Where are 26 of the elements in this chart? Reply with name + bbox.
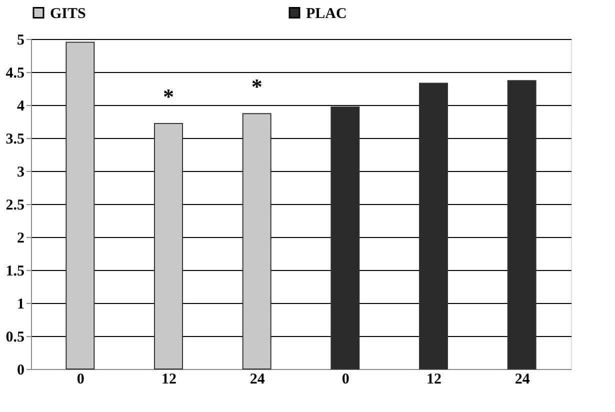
- bar: [66, 42, 95, 370]
- annotation: *: [163, 84, 174, 110]
- y-tick-label: 1.5: [6, 264, 24, 280]
- y-tick-label: 4.5: [6, 66, 24, 82]
- bar: [330, 106, 360, 370]
- y-tick-label: 5: [17, 32, 24, 48]
- bar: [242, 113, 272, 370]
- y-tick-label: 3.5: [6, 132, 24, 148]
- x-tick-label: 24: [250, 372, 266, 388]
- x-tick-label: 0: [342, 372, 350, 388]
- bar: [507, 80, 536, 370]
- x-tick-label: 12: [162, 372, 176, 388]
- x-tick-label: 12: [426, 372, 442, 388]
- y-tick-label: 3: [17, 164, 24, 180]
- x-tick-label: 24: [514, 372, 530, 388]
- y-tick-label: 4: [17, 98, 25, 114]
- y-tick-label: 0.5: [6, 330, 24, 346]
- y-tick-label: 1: [17, 296, 24, 312]
- bar: [419, 82, 448, 370]
- y-tick-label: 2: [17, 230, 24, 246]
- legend-label: GITS: [50, 6, 86, 22]
- legend-label: PLAC: [306, 6, 347, 22]
- bar: [154, 122, 183, 370]
- annotation: *: [251, 74, 262, 100]
- y-tick-label: 2.5: [6, 198, 24, 214]
- x-tick-label: 0: [76, 372, 84, 388]
